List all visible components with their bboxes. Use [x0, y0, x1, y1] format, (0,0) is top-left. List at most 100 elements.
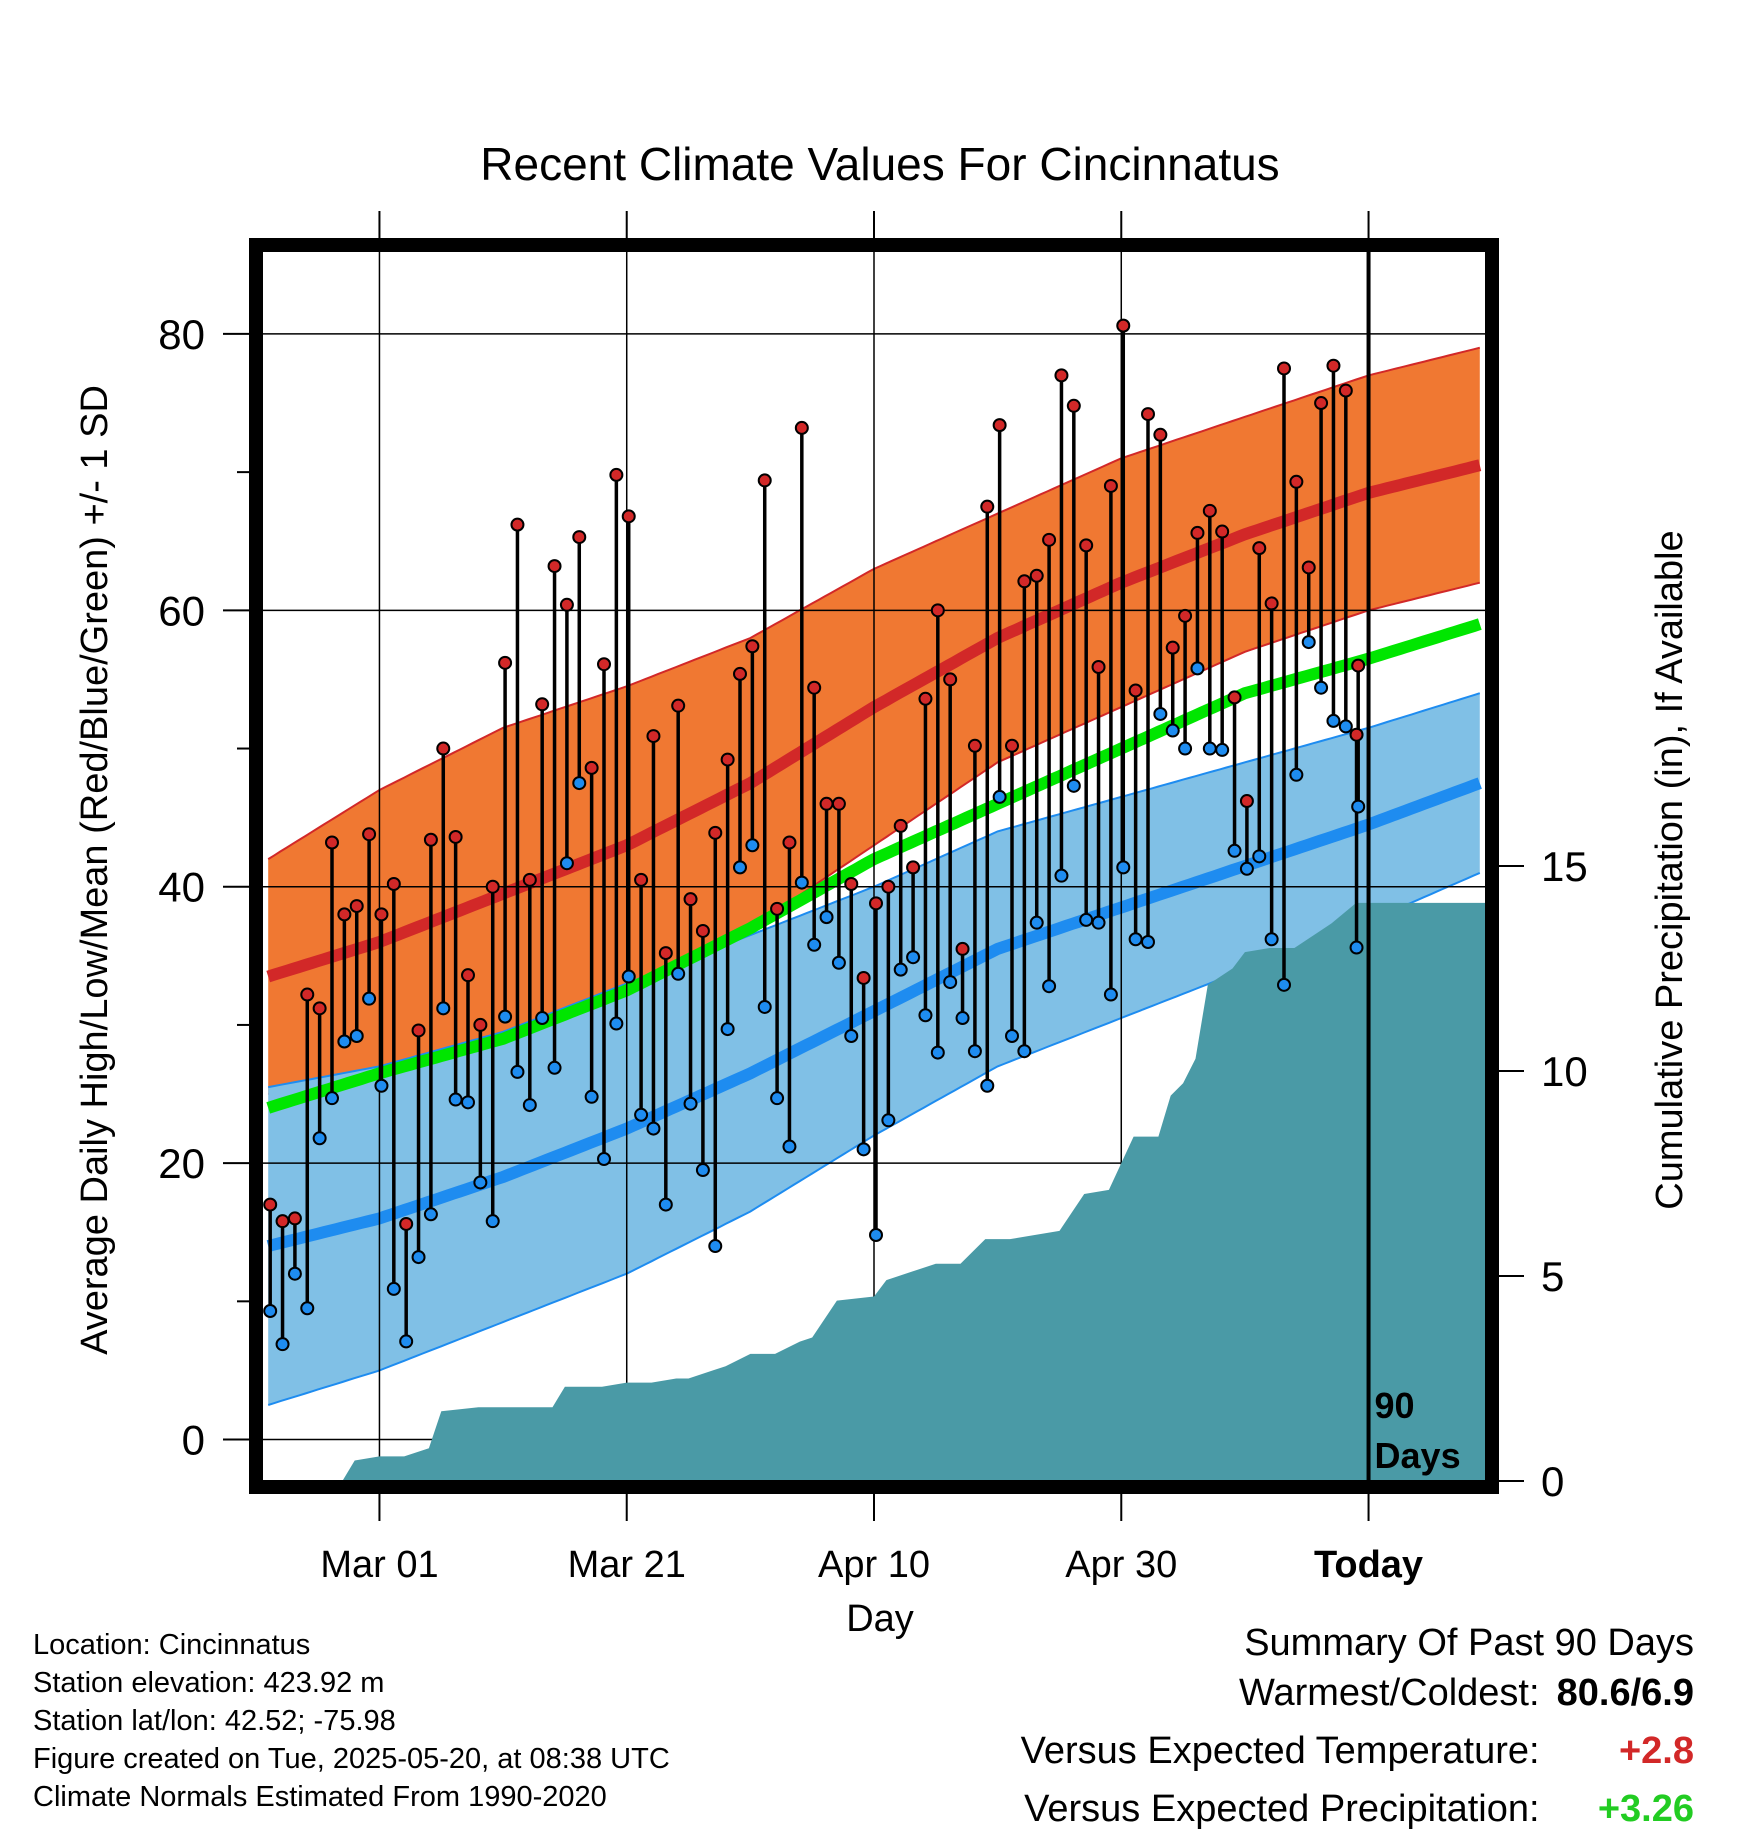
summary-precip-row: Versus Expected Precipitation: +3.26 [1021, 1784, 1694, 1842]
low-point [1141, 935, 1155, 950]
high-point [448, 829, 463, 844]
high-point [1289, 474, 1304, 489]
low-point [1277, 977, 1291, 992]
high-point [287, 1211, 302, 1226]
low-point [671, 966, 686, 981]
high-point [1128, 683, 1143, 698]
low-point [1116, 860, 1131, 875]
low-point [794, 875, 809, 890]
low-point [522, 1098, 537, 1113]
low-point [325, 1091, 339, 1106]
low-point [300, 1301, 315, 1316]
x-tick-label: Mar 21 [568, 1544, 686, 1586]
low-point [461, 1095, 475, 1110]
high-point [436, 741, 451, 756]
low-point [695, 1163, 710, 1178]
y2-tick-label: 5 [1541, 1253, 1564, 1300]
high-point [461, 968, 475, 983]
high-point [349, 899, 364, 914]
y2-tick-label: 0 [1541, 1458, 1564, 1505]
high-point [1239, 794, 1254, 809]
low-point [287, 1266, 302, 1281]
high-point [992, 418, 1007, 433]
high-point [1054, 368, 1069, 383]
low-point [423, 1207, 438, 1222]
low-point [770, 1091, 785, 1106]
high-point [1005, 738, 1019, 753]
high-point [473, 1017, 488, 1032]
summary-panel: Summary Of Past 90 Days Warmest/Coldest:… [1021, 1618, 1694, 1842]
low-point [1289, 767, 1304, 782]
high-point [1116, 318, 1131, 333]
low-point [498, 1009, 513, 1024]
high-point [881, 879, 896, 894]
y2-axis-label: Cumulative Precipitation (in), If Availa… [1649, 530, 1691, 1209]
high-point [1215, 524, 1230, 539]
high-point [634, 872, 649, 887]
today-marker-label: Days [1375, 1435, 1461, 1476]
high-point [819, 796, 834, 811]
low-point [943, 975, 958, 990]
low-point [448, 1092, 463, 1107]
y-tick-label: 60 [158, 587, 205, 634]
low-point [572, 776, 587, 791]
high-point [943, 672, 958, 687]
figure-created: Figure created on Tue, 2025-05-20, at 08… [33, 1743, 670, 1775]
low-point [597, 1151, 611, 1166]
x-axis-label: Day [846, 1598, 914, 1640]
high-point [1227, 690, 1242, 705]
high-point [1252, 541, 1267, 556]
high-point [658, 946, 673, 961]
today-marker-label: 90 [1375, 1385, 1415, 1426]
high-point [708, 825, 723, 840]
low-point [349, 1028, 364, 1043]
low-point [745, 838, 760, 853]
low-point [1314, 680, 1329, 695]
low-point [275, 1337, 290, 1352]
low-point [930, 1045, 945, 1060]
low-point [609, 1016, 624, 1031]
low-point [399, 1334, 414, 1349]
high-point [609, 467, 624, 482]
high-point [374, 907, 389, 922]
low-point [869, 1228, 883, 1242]
high-point [1190, 525, 1205, 540]
low-point [733, 860, 747, 875]
high-point [1178, 608, 1193, 623]
low-point [831, 955, 846, 970]
high-point [1042, 532, 1057, 547]
high-point [1326, 358, 1341, 373]
low-point [1190, 661, 1205, 676]
station-info: Location: Cincinnatus Station elevation:… [33, 1626, 670, 1816]
high-point [930, 603, 945, 618]
low-point [683, 1096, 698, 1111]
low-point [807, 937, 822, 952]
high-point [275, 1214, 290, 1229]
high-point [510, 517, 525, 532]
x-tick-label: Today [1314, 1544, 1423, 1586]
high-point [1066, 398, 1081, 413]
low-point [708, 1239, 723, 1254]
y2-tick-label: 15 [1541, 843, 1588, 890]
high-point [1141, 407, 1155, 422]
high-point [770, 901, 785, 916]
high-point [683, 892, 698, 907]
low-point [559, 856, 574, 871]
station-latlon: Station lat/lon: 42.52; -75.98 [33, 1705, 396, 1737]
low-point [658, 1197, 673, 1212]
summary-temp-row: Versus Expected Temperature: +2.8 [1021, 1726, 1694, 1784]
precipitation-area [268, 902, 1486, 1481]
high-point [621, 509, 636, 524]
high-point [1153, 427, 1168, 442]
plot-frame [249, 238, 1499, 1494]
high-point [1351, 658, 1366, 673]
low-point [980, 1078, 995, 1093]
low-point [535, 1011, 550, 1026]
summary-warmest-row: Warmest/Coldest: 80.6/6.9 [1021, 1668, 1694, 1726]
y-tick-label: 0 [182, 1417, 205, 1464]
low-point [1264, 932, 1279, 947]
high-point [733, 666, 747, 681]
precip-anomaly-value: +3.26 [1597, 1788, 1694, 1830]
low-point [584, 1089, 599, 1104]
low-point [967, 1044, 982, 1059]
